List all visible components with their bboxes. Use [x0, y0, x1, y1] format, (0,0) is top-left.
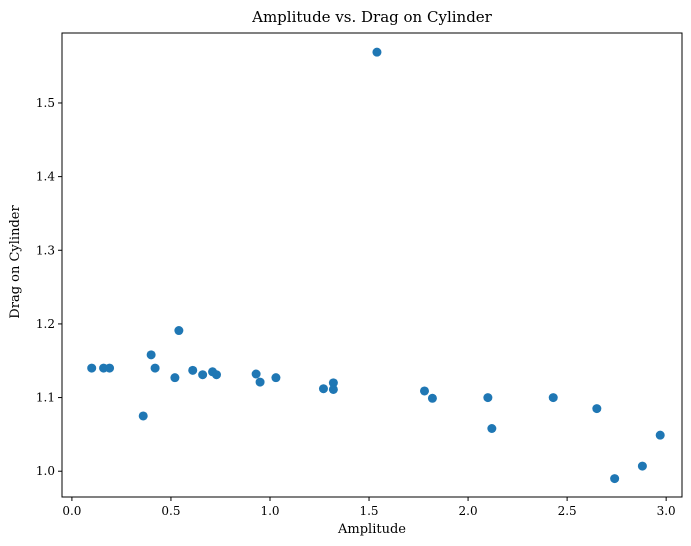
plot-area: [61, 32, 683, 498]
data-point: [146, 350, 156, 360]
data-point: [487, 424, 497, 434]
data-point: [328, 384, 338, 394]
data-point: [372, 47, 382, 57]
y-axis-label: Drag on Cylinder: [8, 205, 23, 319]
data-point: [105, 363, 115, 373]
data-point: [255, 377, 265, 387]
data-point: [188, 365, 198, 375]
data-point: [212, 370, 222, 380]
y-tick-label: 1.1: [36, 391, 55, 405]
y-tick-label: 1.3: [36, 243, 55, 257]
y-tick-label: 1.0: [36, 464, 55, 478]
y-tick-label: 1.2: [36, 317, 55, 331]
data-point: [170, 373, 180, 383]
x-tick-label: 2.5: [558, 504, 577, 518]
data-point: [610, 474, 620, 484]
data-point: [271, 373, 281, 383]
plot-frame: [61, 32, 683, 498]
data-point: [87, 363, 97, 373]
x-tick-label: 0.0: [62, 504, 81, 518]
data-points: [87, 47, 665, 484]
data-point: [655, 430, 665, 440]
data-point: [427, 393, 437, 403]
data-point: [328, 378, 338, 388]
data-point: [251, 369, 261, 379]
data-point: [174, 326, 184, 336]
y-axis: 1.0 1.1 1.2 1.3 1.4 1.5: [36, 96, 62, 478]
data-point: [318, 384, 328, 394]
data-point: [138, 411, 148, 421]
x-tick-label: 2.0: [459, 504, 478, 518]
y-tick-label: 1.5: [36, 96, 55, 110]
x-axis-label: Amplitude: [337, 522, 406, 537]
data-point: [637, 461, 647, 471]
y-tick-label: 1.4: [36, 170, 55, 184]
x-tick-label: 1.5: [359, 504, 378, 518]
data-point: [592, 404, 602, 414]
x-tick-label: 1.0: [260, 504, 279, 518]
data-point: [483, 393, 493, 403]
data-point: [150, 363, 160, 373]
chart-title: Amplitude vs. Drag on Cylinder: [251, 8, 493, 26]
x-axis: 0.0 0.5 1.0 1.5 2.0 2.5 3.0: [62, 497, 676, 518]
x-tick-label: 0.5: [161, 504, 180, 518]
x-tick-label: 3.0: [657, 504, 676, 518]
data-point: [548, 393, 558, 403]
data-point: [419, 386, 429, 396]
data-point: [198, 370, 208, 380]
